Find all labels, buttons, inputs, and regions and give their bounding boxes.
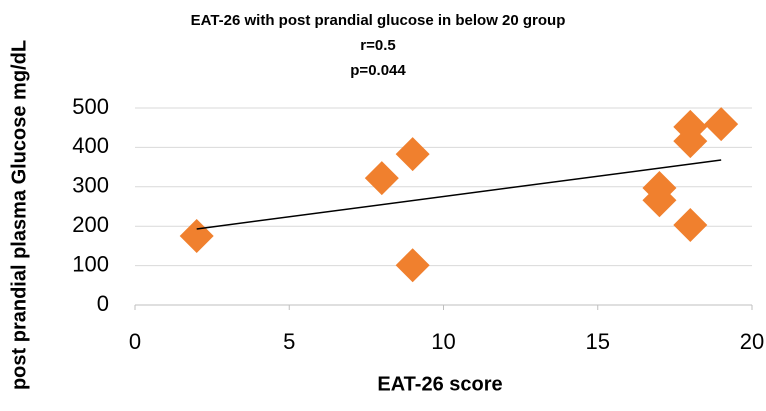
- point: [364, 161, 399, 196]
- point: [673, 109, 708, 144]
- point: [395, 137, 430, 172]
- point: [704, 107, 739, 142]
- y-tick-label: 300: [72, 173, 109, 198]
- point: [395, 248, 430, 283]
- point: [179, 219, 214, 254]
- chart-title: EAT-26 with post prandial glucose in bel…: [191, 12, 566, 29]
- point: [642, 183, 677, 218]
- x-tick-label: 0: [129, 329, 141, 354]
- y-tick-label: 500: [72, 94, 109, 119]
- y-tick-label: 100: [72, 251, 109, 276]
- y-axis-label: post prandial plasma Glucose mg/dL: [8, 40, 30, 390]
- y-tick-label: 200: [72, 212, 109, 237]
- annotation: r=0.5: [360, 37, 395, 54]
- x-tick-label: 10: [431, 329, 455, 354]
- y-tick-label: 0: [97, 291, 109, 316]
- x-tick-label: 20: [740, 329, 764, 354]
- y-tick-label: 400: [72, 133, 109, 158]
- x-tick-label: 15: [586, 329, 610, 354]
- x-axis-label: EAT-26 score: [377, 373, 502, 395]
- trendline: [196, 159, 722, 230]
- point: [673, 208, 708, 243]
- annotation: p=0.044: [350, 62, 406, 79]
- x-tick-label: 5: [283, 329, 295, 354]
